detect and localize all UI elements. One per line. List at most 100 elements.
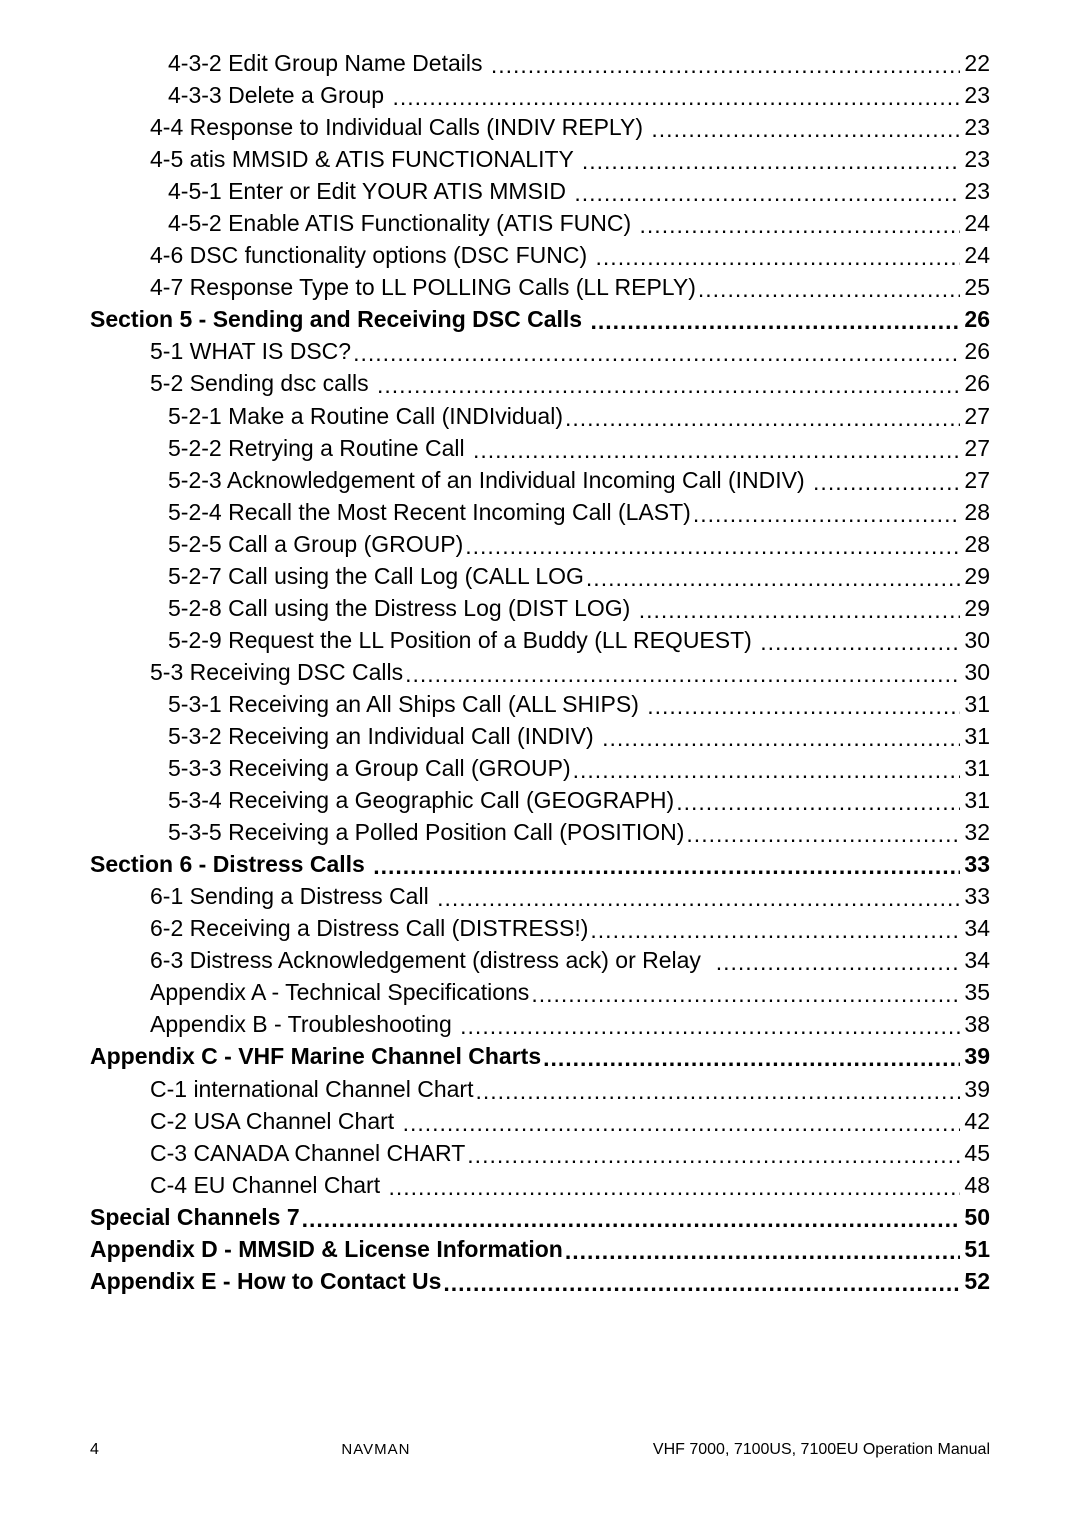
toc-row: 5-2-9 Request the LL Position of a Buddy… <box>90 625 990 656</box>
toc-dot-leader <box>573 755 961 786</box>
toc-dot-leader <box>460 1011 960 1042</box>
toc-label: 4-4 Response to Individual Calls (INDIV … <box>150 112 649 143</box>
toc-row: Appendix E - How to Contact Us 52 <box>90 1266 990 1297</box>
toc-label: 5-2-5 Call a Group (GROUP) <box>168 529 463 560</box>
toc-page-number: 51 <box>962 1234 990 1265</box>
toc-row: C-1 international Channel Chart39 <box>90 1074 990 1105</box>
toc-dot-leader <box>565 1236 961 1267</box>
toc-row: 6-3 Distress Acknowledgement (distress a… <box>90 945 990 976</box>
toc-label: 5-2-8 Call using the Distress Log (DIST … <box>168 593 637 624</box>
toc-page-number: 50 <box>962 1202 990 1233</box>
toc-page-number: 27 <box>962 465 990 496</box>
toc-dot-leader <box>302 1204 961 1235</box>
toc-dot-leader <box>353 338 960 369</box>
toc-label: Appendix E - How to Contact Us <box>90 1266 441 1297</box>
toc-row: C-4 EU Channel Chart 48 <box>90 1170 990 1201</box>
toc-label: C-3 CANADA Channel CHART <box>150 1138 465 1169</box>
toc-dot-leader <box>389 1172 961 1203</box>
toc-label: Appendix A - Technical Specifications <box>150 977 529 1008</box>
toc-page-number: 33 <box>962 849 990 880</box>
toc-dot-leader <box>716 947 961 978</box>
toc-dot-leader <box>543 1043 960 1074</box>
toc-row: 4-7 Response Type to LL POLLING Calls (L… <box>90 272 990 303</box>
toc-dot-leader <box>590 306 960 337</box>
toc-page-number: 24 <box>962 240 990 271</box>
toc-label: 5-3-4 Receiving a Geographic Call (GEOGR… <box>168 785 674 816</box>
toc-label: 4-3-3 Delete a Group <box>168 80 390 111</box>
toc-dot-leader <box>574 178 960 209</box>
toc-label: 5-3-2 Receiving an Individual Call (INDI… <box>168 721 600 752</box>
toc-page-number: 34 <box>962 913 990 944</box>
toc-page-number: 28 <box>962 529 990 560</box>
toc-label: 5-2-1 Make a Routine Call (INDIvidual) <box>168 401 563 432</box>
toc-dot-leader <box>760 627 960 658</box>
toc-page-number: 27 <box>962 433 990 464</box>
toc-dot-leader <box>473 435 960 466</box>
toc-label: Appendix C - VHF Marine Channel Charts <box>90 1041 541 1072</box>
toc-row: 5-2-4 Recall the Most Recent Incoming Ca… <box>90 497 990 528</box>
toc-label: 5-3-5 Receiving a Polled Position Call (… <box>168 817 684 848</box>
toc-row: C-3 CANADA Channel CHART 45 <box>90 1138 990 1169</box>
toc-label: 4-5 atis MMSID & ATIS FUNCTIONALITY <box>150 144 580 175</box>
toc-page-number: 39 <box>962 1041 990 1072</box>
toc-row: Section 6 - Distress Calls 33 <box>90 849 990 880</box>
toc-row: 6-2 Receiving a Distress Call (DISTRESS!… <box>90 913 990 944</box>
toc-page-number: 52 <box>962 1266 990 1297</box>
toc-dot-leader <box>565 403 960 434</box>
toc-row: Special Channels 750 <box>90 1202 990 1233</box>
toc-row: 5-2-3 Acknowledgement of an Individual I… <box>90 465 990 496</box>
toc-dot-leader <box>403 1108 961 1139</box>
toc-dot-leader <box>698 274 961 305</box>
toc-page-number: 39 <box>962 1074 990 1105</box>
toc-row: 5-3-3 Receiving a Group Call (GROUP)31 <box>90 753 990 784</box>
toc-label: 5-2-9 Request the LL Position of a Buddy… <box>168 625 758 656</box>
toc-page-number: 23 <box>962 112 990 143</box>
toc-label: 4-5-2 Enable ATIS Functionality (ATIS FU… <box>168 208 638 239</box>
toc-page-number: 26 <box>962 368 990 399</box>
toc-label: 5-3-3 Receiving a Group Call (GROUP) <box>168 753 571 784</box>
toc-dot-leader <box>582 146 961 177</box>
toc-label: C-4 EU Channel Chart <box>150 1170 387 1201</box>
toc-page-number: 30 <box>962 625 990 656</box>
table-of-contents: 4-3-2 Edit Group Name Details 224-3-3 De… <box>90 48 990 1297</box>
toc-label: 5-3 Receiving DSC Calls <box>150 657 403 688</box>
toc-label: 6-1 Sending a Distress Call <box>150 881 435 912</box>
toc-row: 4-3-2 Edit Group Name Details 22 <box>90 48 990 79</box>
toc-page-number: 33 <box>962 881 990 912</box>
toc-page-number: 45 <box>962 1138 990 1169</box>
toc-row: C-2 USA Channel Chart 42 <box>90 1106 990 1137</box>
toc-row: 4-5-2 Enable ATIS Functionality (ATIS FU… <box>90 208 990 239</box>
toc-page-number: 27 <box>962 401 990 432</box>
toc-page-number: 35 <box>962 977 990 1008</box>
toc-row: 5-3 Receiving DSC Calls30 <box>90 657 990 688</box>
toc-row: 5-2-5 Call a Group (GROUP) 28 <box>90 529 990 560</box>
toc-row: 5-3-4 Receiving a Geographic Call (GEOGR… <box>90 785 990 816</box>
toc-row: Appendix B - Troubleshooting 38 <box>90 1009 990 1040</box>
toc-page-number: 22 <box>962 48 990 79</box>
toc-dot-leader <box>437 883 960 914</box>
toc-label: 4-3-2 Edit Group Name Details <box>168 48 489 79</box>
toc-page-number: 23 <box>962 144 990 175</box>
toc-dot-leader <box>467 1140 960 1171</box>
toc-page-number: 29 <box>962 593 990 624</box>
toc-row: Appendix D - MMSID & License Information… <box>90 1234 990 1265</box>
toc-dot-leader <box>373 851 960 882</box>
toc-page-number: 34 <box>962 945 990 976</box>
toc-dot-leader <box>443 1268 960 1299</box>
toc-label: 5-2-3 Acknowledgement of an Individual I… <box>168 465 811 496</box>
toc-row: 4-3-3 Delete a Group 23 <box>90 80 990 111</box>
toc-row: 4-5-1 Enter or Edit YOUR ATIS MMSID 23 <box>90 176 990 207</box>
toc-dot-leader <box>377 370 960 401</box>
toc-dot-leader <box>531 979 960 1010</box>
toc-label: 4-7 Response Type to LL POLLING Calls (L… <box>150 272 696 303</box>
toc-page-number: 31 <box>962 689 990 720</box>
toc-row: Appendix C - VHF Marine Channel Charts 39 <box>90 1041 990 1072</box>
toc-label: 5-1 WHAT IS DSC? <box>150 336 351 367</box>
toc-label: C-2 USA Channel Chart <box>150 1106 401 1137</box>
toc-label: 4-6 DSC functionality options (DSC FUNC) <box>150 240 594 271</box>
toc-dot-leader <box>640 210 961 241</box>
toc-dot-leader <box>647 691 960 722</box>
toc-dot-leader <box>693 499 961 530</box>
toc-page-number: 48 <box>962 1170 990 1201</box>
toc-label: 5-2 Sending dsc calls <box>150 368 375 399</box>
